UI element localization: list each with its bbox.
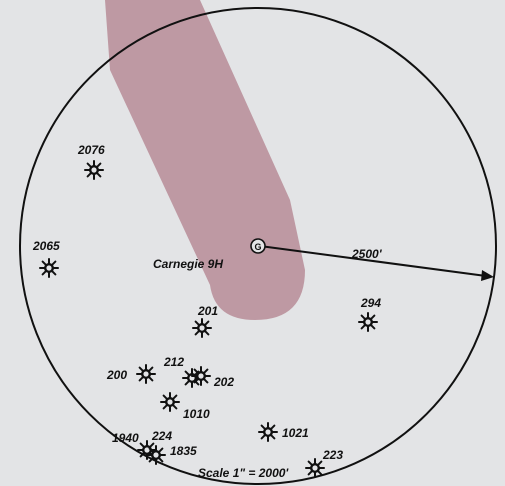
well-2076: 2076: [77, 143, 105, 180]
well-212: 212: [163, 355, 202, 388]
well-1010: 1010: [160, 392, 210, 421]
well-label: 212: [163, 355, 184, 369]
well-label: 1940: [112, 431, 139, 445]
well-label: 223: [322, 448, 343, 462]
svg-text:G: G: [254, 242, 261, 252]
gas-well-icon: [358, 312, 378, 332]
well-223: 223: [305, 448, 343, 478]
well-label: 201: [197, 304, 218, 318]
well-label: 2065: [32, 239, 60, 253]
gas-well-icon: [192, 318, 212, 338]
well-294: 294: [358, 296, 381, 332]
gas-well-icon: [136, 364, 156, 384]
well-label: 2076: [77, 143, 105, 157]
well-label: 294: [360, 296, 381, 310]
well-1940: 1940: [112, 431, 157, 460]
well-label: 202: [213, 375, 234, 389]
gas-well-icon: [84, 160, 104, 180]
gas-well-icon: [191, 366, 211, 386]
well-label: 1835: [170, 444, 197, 458]
gas-well-icon: [258, 422, 278, 442]
radius-arrow: [259, 245, 494, 281]
gas-well-icon: [305, 458, 325, 478]
gas-well-icon: [39, 258, 59, 278]
gas-well-icon: [146, 445, 166, 465]
well-label: 224: [151, 429, 172, 443]
gas-well-icon: [160, 392, 180, 412]
well-2065: 2065: [32, 239, 60, 278]
well-label: 1021: [282, 426, 309, 440]
lateral-path: [105, 0, 305, 320]
well-224: 224: [146, 429, 172, 465]
well-202: 202: [191, 366, 234, 389]
well-1835: 1835: [170, 444, 197, 458]
center-well-icon: G: [250, 238, 266, 254]
radius-label: 2500': [351, 247, 383, 261]
well-201: 201: [192, 304, 218, 338]
well-200: 200: [106, 364, 156, 384]
scale-label: Scale 1" = 2000': [198, 466, 289, 480]
well-label: 1010: [183, 407, 210, 421]
radius-circle: [19, 7, 497, 485]
center-well-label: Carnegie 9H: [153, 257, 223, 271]
well-1021: 1021: [258, 422, 309, 442]
well-label: 200: [106, 368, 127, 382]
